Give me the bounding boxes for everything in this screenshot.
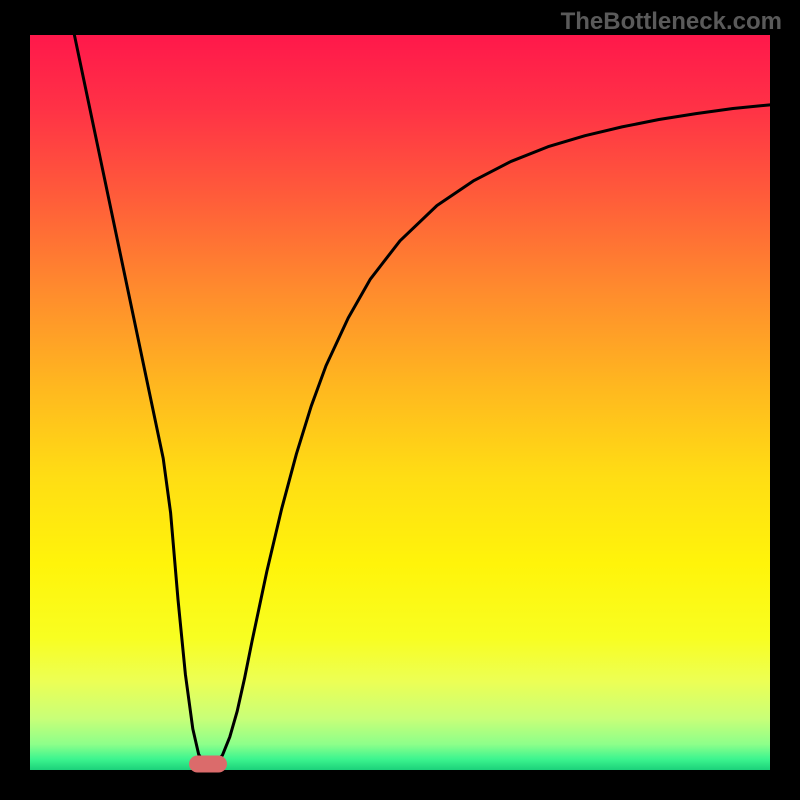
chart-container: TheBottleneck.com xyxy=(0,0,800,800)
bottleneck-curve xyxy=(74,35,770,763)
optimum-marker xyxy=(189,756,227,773)
plot-area xyxy=(30,35,770,770)
curve-svg xyxy=(30,35,770,770)
watermark-text: TheBottleneck.com xyxy=(561,8,782,36)
